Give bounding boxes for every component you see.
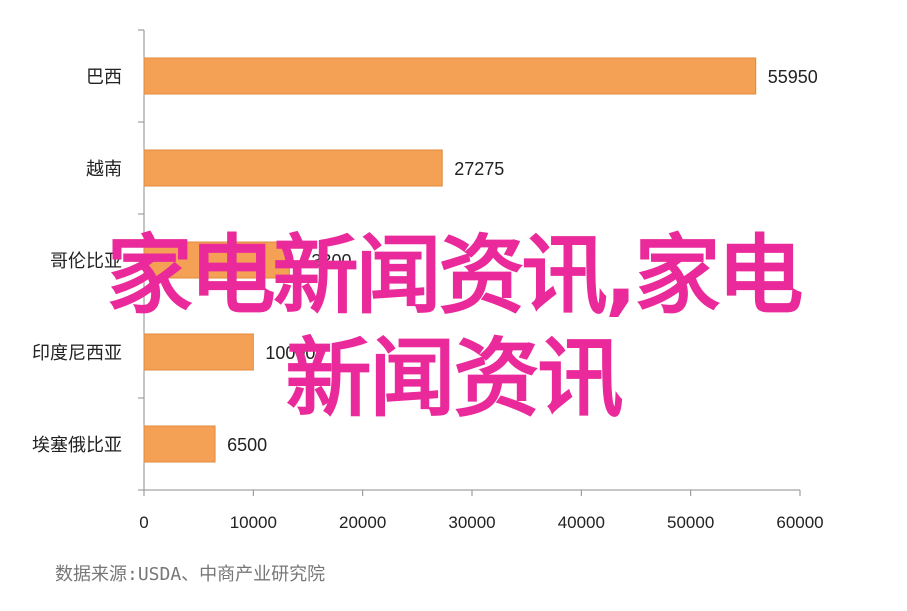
- category-label: 哥伦比亚: [50, 251, 122, 272]
- x-tick-label: 20000: [339, 513, 386, 532]
- x-tick-label: 0: [139, 513, 148, 532]
- category-label: 埃塞俄比亚: [32, 435, 122, 456]
- x-tick-label: 50000: [667, 513, 714, 532]
- bar: [143, 149, 443, 187]
- value-label: 27275: [454, 159, 504, 179]
- source-note: 数据来源:USDA、中商产业研究院: [55, 564, 326, 585]
- bar: [143, 57, 757, 95]
- category-label: 印度尼西亚: [32, 343, 122, 364]
- x-tick-label: 30000: [448, 513, 495, 532]
- overlay-banner-line-1: 家电新闻资讯,家电: [106, 226, 804, 326]
- value-label: 13300: [301, 251, 351, 271]
- value-label: 6500: [227, 435, 267, 455]
- bar: [143, 241, 290, 279]
- value-label: 55950: [768, 67, 818, 87]
- x-tick-label: 40000: [558, 513, 605, 532]
- category-label: 越南: [86, 159, 122, 180]
- value-label: 10000: [265, 343, 315, 363]
- bar: [143, 425, 216, 463]
- x-tick-label: 60000: [776, 513, 823, 532]
- category-label: 巴西: [86, 67, 122, 88]
- x-tick-label: 10000: [230, 513, 277, 532]
- bar: [143, 333, 254, 371]
- overlay-banner-line-2: 新闻资讯: [285, 329, 624, 429]
